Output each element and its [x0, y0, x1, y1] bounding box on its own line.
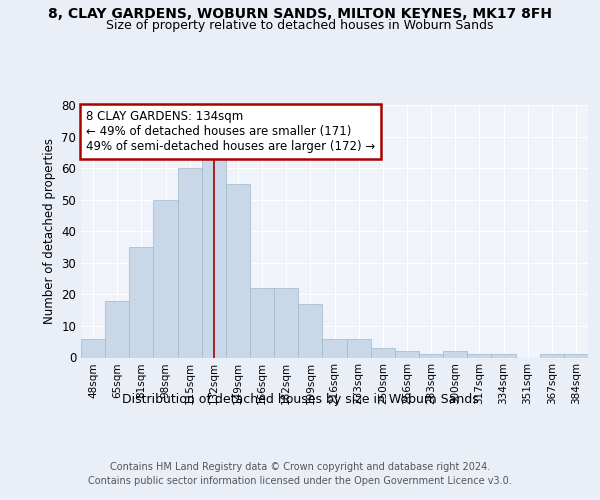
- Bar: [395, 351, 419, 358]
- Bar: [105, 300, 129, 358]
- Bar: [129, 247, 154, 358]
- Text: Distribution of detached houses by size in Woburn Sands: Distribution of detached houses by size …: [122, 392, 478, 406]
- Text: Contains HM Land Registry data © Crown copyright and database right 2024.
Contai: Contains HM Land Registry data © Crown c…: [88, 462, 512, 486]
- Bar: [322, 338, 347, 357]
- Bar: [564, 354, 588, 358]
- Text: Size of property relative to detached houses in Woburn Sands: Size of property relative to detached ho…: [106, 18, 494, 32]
- Text: 8, CLAY GARDENS, WOBURN SANDS, MILTON KEYNES, MK17 8FH: 8, CLAY GARDENS, WOBURN SANDS, MILTON KE…: [48, 8, 552, 22]
- Bar: [250, 288, 274, 358]
- Bar: [540, 354, 564, 358]
- Bar: [81, 338, 105, 357]
- Bar: [274, 288, 298, 358]
- Bar: [443, 351, 467, 358]
- Bar: [371, 348, 395, 358]
- Bar: [298, 304, 322, 358]
- Text: 8 CLAY GARDENS: 134sqm
← 49% of detached houses are smaller (171)
49% of semi-de: 8 CLAY GARDENS: 134sqm ← 49% of detached…: [86, 110, 376, 153]
- Bar: [347, 338, 371, 357]
- Bar: [491, 354, 515, 358]
- Bar: [202, 158, 226, 358]
- Bar: [178, 168, 202, 358]
- Bar: [226, 184, 250, 358]
- Y-axis label: Number of detached properties: Number of detached properties: [43, 138, 56, 324]
- Bar: [467, 354, 491, 358]
- Bar: [419, 354, 443, 358]
- Bar: [154, 200, 178, 358]
